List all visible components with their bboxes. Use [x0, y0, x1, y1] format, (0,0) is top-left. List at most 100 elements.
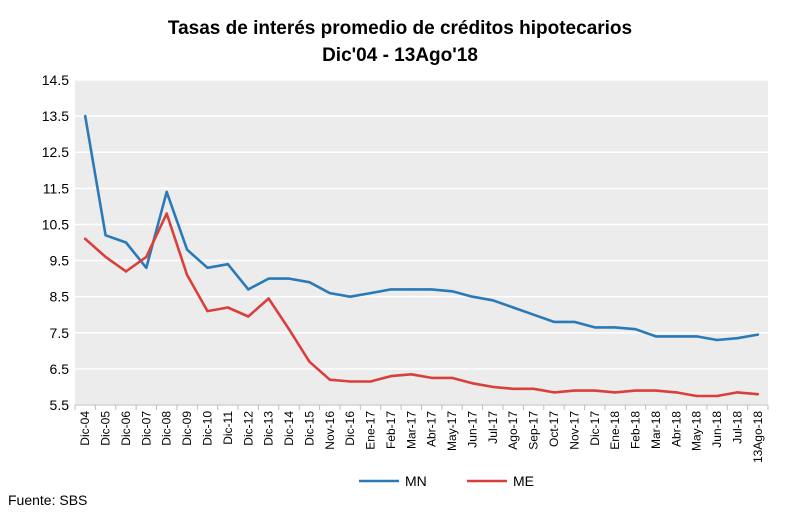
y-tick-label: 14.5 [42, 72, 69, 88]
x-tick-label: Dic-10 [200, 411, 214, 446]
x-tick-label: Dic-06 [119, 411, 133, 446]
x-tick-label: May-18 [690, 411, 704, 451]
data-point-me [247, 315, 250, 318]
data-point-mn [328, 291, 331, 295]
x-tick-label: Ene-18 [608, 411, 622, 450]
data-point-me [634, 389, 637, 392]
plot-area [75, 80, 768, 405]
data-point-me [389, 374, 393, 378]
data-point-mn [552, 320, 556, 324]
legend-label-me: ME [513, 473, 534, 489]
data-point-mn [287, 277, 291, 280]
data-point-mn [634, 327, 637, 331]
data-point-me [267, 297, 270, 300]
data-point-me [715, 394, 719, 398]
data-point-mn [308, 281, 311, 284]
data-point-me [287, 327, 291, 331]
data-point-mn [573, 320, 576, 324]
y-tick-label: 13.5 [42, 108, 69, 124]
x-tick-label: Jul-18 [730, 411, 744, 444]
data-point-me [104, 255, 107, 259]
data-point-me [613, 391, 617, 394]
data-point-me [675, 391, 678, 394]
data-point-me [654, 389, 658, 392]
x-tick-label: Dic-04 [78, 411, 92, 446]
y-tick-label: 11.5 [43, 180, 69, 196]
x-tick-label: Nov-16 [323, 411, 337, 450]
series-line-mn [83, 114, 760, 342]
x-tick-label: Jun-18 [710, 411, 724, 448]
data-point-me [165, 212, 168, 215]
data-point-mn [267, 277, 270, 280]
source-note: Fuente: SBS [8, 492, 88, 508]
x-tick-label: Abr-18 [669, 411, 683, 447]
data-point-mn [736, 336, 739, 340]
x-tick-label: Dic-12 [241, 411, 255, 446]
x-tick-label: Dic-11 [221, 411, 235, 445]
data-point-mn [491, 299, 495, 302]
data-point-me [185, 273, 189, 277]
x-tick-label: Mar-17 [404, 411, 418, 449]
x-tick-label: Dic-17 [588, 411, 602, 446]
data-point-mn [104, 234, 107, 237]
data-point-me [552, 391, 556, 394]
data-point-mn [450, 290, 454, 293]
data-point-me [348, 380, 352, 383]
x-tick-label: Dic-05 [99, 411, 113, 446]
y-tick-label: 8.5 [50, 289, 70, 305]
x-tick-label: Mar-18 [649, 411, 663, 449]
data-point-mn [124, 241, 128, 244]
data-point-me [512, 387, 515, 390]
data-point-me [206, 309, 209, 313]
data-point-me [695, 394, 698, 398]
data-point-mn [83, 114, 87, 118]
data-point-mn [165, 190, 168, 194]
x-tick-label: Abr-17 [425, 411, 439, 447]
x-tick-label: Jun-17 [465, 411, 479, 448]
data-point-mn [512, 306, 515, 309]
x-tick-label: Dic-13 [262, 411, 276, 446]
y-tick-label: 10.5 [42, 216, 69, 232]
data-point-mn [430, 288, 433, 291]
data-point-me [471, 382, 474, 385]
data-point-me [573, 389, 576, 392]
data-point-me [756, 392, 760, 396]
x-tick-label: Dic-14 [282, 411, 296, 446]
x-tick-label: Ene-17 [364, 411, 378, 450]
y-tick-label: 6.5 [50, 361, 70, 377]
series-line-me [83, 212, 760, 398]
y-tick-label: 12.5 [42, 144, 69, 160]
chart-title: Tasas de interés promedio de créditos hi… [167, 18, 633, 39]
y-tick-label: 5.5 [50, 397, 70, 413]
data-point-me [736, 391, 739, 394]
x-tick-label: Dic-09 [180, 411, 194, 446]
legend-label-mn: MN [405, 473, 427, 489]
data-point-mn [348, 295, 352, 298]
y-tick-label: 7.5 [50, 325, 70, 341]
data-point-mn [593, 326, 596, 329]
data-point-me [328, 378, 331, 381]
data-point-me [410, 373, 413, 376]
data-point-me [430, 376, 433, 380]
data-point-me [593, 389, 596, 392]
y-tick-label: 9.5 [50, 253, 70, 269]
data-point-mn [471, 295, 474, 298]
data-point-me [226, 306, 230, 309]
data-point-mn [675, 335, 678, 338]
x-tick-label: Dic-16 [343, 411, 357, 446]
data-point-mn [756, 333, 760, 336]
x-tick-label: Dic-07 [139, 411, 153, 446]
x-tick-label: Feb-17 [384, 411, 398, 449]
chart-subtitle: Dic'04 - 13Ago'18 [322, 45, 478, 66]
data-point-mn [226, 262, 230, 266]
x-tick-label: Feb-18 [629, 411, 643, 449]
data-point-mn [410, 288, 413, 291]
x-tick-label: Ago-17 [506, 411, 520, 450]
data-point-mn [145, 266, 148, 269]
data-point-me [124, 270, 128, 273]
data-point-mn [695, 335, 698, 338]
data-point-mn [369, 291, 372, 295]
data-point-mn [206, 266, 209, 269]
data-point-me [450, 376, 454, 380]
data-point-mn [532, 313, 535, 316]
